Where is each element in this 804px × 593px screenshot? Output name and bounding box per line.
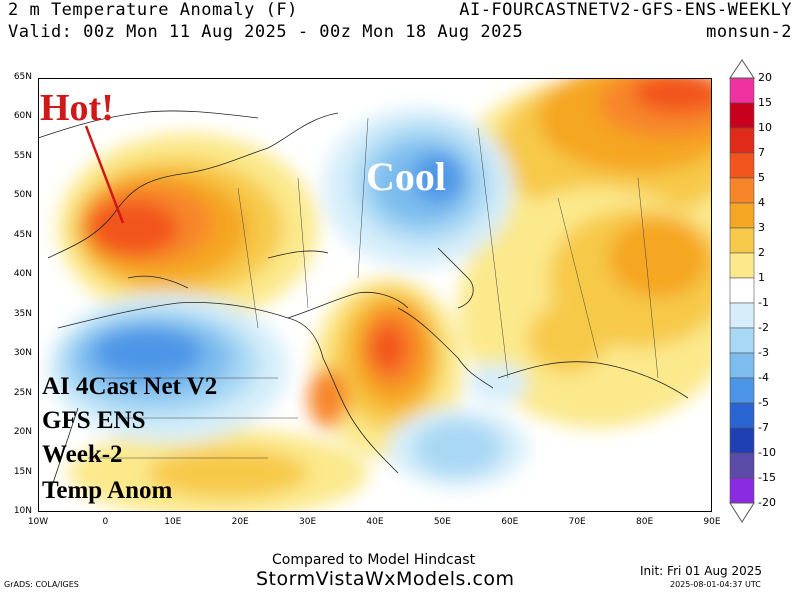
colorbar-label: 2: [758, 246, 765, 259]
map-title: 2 m Temperature Anomaly (F): [8, 0, 298, 20]
latitude-label: 20N: [13, 427, 32, 438]
colorbar-label: 10: [758, 121, 772, 134]
model-name: AI-FOURCASTNETV2-GFS-ENS-WEEKLY: [459, 0, 792, 20]
anomaly-map: Hot! Cool AI 4Cast Net V2 GFS ENS Week-2…: [38, 78, 712, 512]
longitude-label: 80E: [636, 517, 654, 527]
colorbar-swatch: [729, 102, 755, 129]
colorbar-swatch: [729, 302, 755, 329]
latitude-label: 25N: [13, 387, 32, 398]
hindcast-note: Compared to Model Hindcast: [272, 552, 476, 568]
longitude-label: 30E: [299, 517, 317, 527]
colorbar-label: 5: [758, 171, 765, 184]
longitude-label: 10W: [27, 517, 49, 527]
colorbar-label: 7: [758, 146, 765, 159]
colorbar-swatch: [729, 477, 755, 504]
overlay-line-1: AI 4Cast Net V2: [42, 373, 217, 400]
colorbar-swatch: [729, 327, 755, 354]
colorbar-swatch: [729, 277, 755, 304]
longitude-label: 90E: [703, 517, 721, 527]
grads-credit: GrADS: COLA/IGES: [4, 580, 79, 589]
colorbar-swatch: [729, 152, 755, 179]
hot-annotation: Hot!: [40, 87, 114, 129]
colorbar-swatch: [729, 77, 755, 104]
colorbar-swatch: [729, 452, 755, 479]
colorbar-swatch: [729, 427, 755, 454]
colorbar-swatch: [729, 177, 755, 204]
latitude-label: 40N: [13, 269, 32, 280]
colorbar-label: -7: [758, 421, 769, 434]
colorbar-graphic: [729, 59, 755, 523]
latitude-label: 50N: [13, 190, 32, 201]
colorbar-label: -2: [758, 321, 769, 334]
site-name[interactable]: StormVistaWxModels.com: [256, 568, 515, 590]
colorbar-swatch: [729, 402, 755, 429]
longitude-label: 60E: [501, 517, 519, 527]
overlay-line-4: Temp Anom: [42, 477, 173, 504]
colorbar-label: -15: [758, 471, 776, 484]
longitude-label: 0: [102, 517, 109, 527]
latitude-label: 10N: [13, 506, 32, 516]
colorbar-swatch: [729, 127, 755, 154]
colorbar-swatch: [729, 202, 755, 229]
latitude-label: 35N: [13, 308, 32, 319]
latitude-label: 55N: [13, 150, 32, 161]
colorbar-top-arrow: [729, 59, 755, 79]
init-time: Init: Fri 01 Aug 2025: [640, 564, 763, 578]
longitude-label: 20E: [231, 517, 249, 527]
colorbar-swatch: [729, 252, 755, 279]
anomaly-field: Hot! Cool AI 4Cast Net V2 GFS ENS Week-2…: [38, 78, 712, 512]
overlay-line-2: GFS ENS: [42, 407, 146, 434]
colorbar-bottom-arrow: [729, 502, 755, 523]
colorbar-label: -20: [758, 496, 776, 509]
colorbar-label: -5: [758, 396, 769, 409]
longitude-label: 10E: [164, 517, 182, 527]
colorbar-label: -10: [758, 446, 776, 459]
latitude-label: 30N: [13, 348, 32, 359]
hot-arrow: [84, 125, 125, 224]
colorbar-swatch: [729, 227, 755, 254]
run-name: monsun-2: [706, 22, 792, 42]
cool-annotation: Cool: [366, 154, 446, 199]
latitude-label: 15N: [13, 466, 32, 477]
longitude-label: 70E: [568, 517, 586, 527]
overlay-line-3: Week-2: [42, 441, 123, 468]
colorbar-label: 1: [758, 271, 765, 284]
colorbar-label: 4: [758, 196, 765, 209]
latitude-label: 45N: [13, 229, 32, 240]
colorbar-label: -1: [758, 296, 769, 309]
latitude-label: 65N: [13, 72, 32, 82]
longitude-label: 50E: [433, 517, 451, 527]
colorbar-label: -4: [758, 371, 769, 384]
colorbar-swatch: [729, 352, 755, 379]
longitude-label: 40E: [366, 517, 384, 527]
latitude-label: 60N: [13, 111, 32, 122]
valid-period: Valid: 00z Mon 11 Aug 2025 - 00z Mon 18 …: [8, 22, 524, 42]
colorbar-swatch: [729, 377, 755, 404]
colorbar-label: 3: [758, 221, 765, 234]
colorbar-label: 15: [758, 96, 772, 109]
generated-timestamp: 2025-08-01-04:37 UTC: [670, 580, 761, 589]
colorbar-label: -3: [758, 346, 769, 359]
colorbar-label: 20: [758, 71, 772, 84]
